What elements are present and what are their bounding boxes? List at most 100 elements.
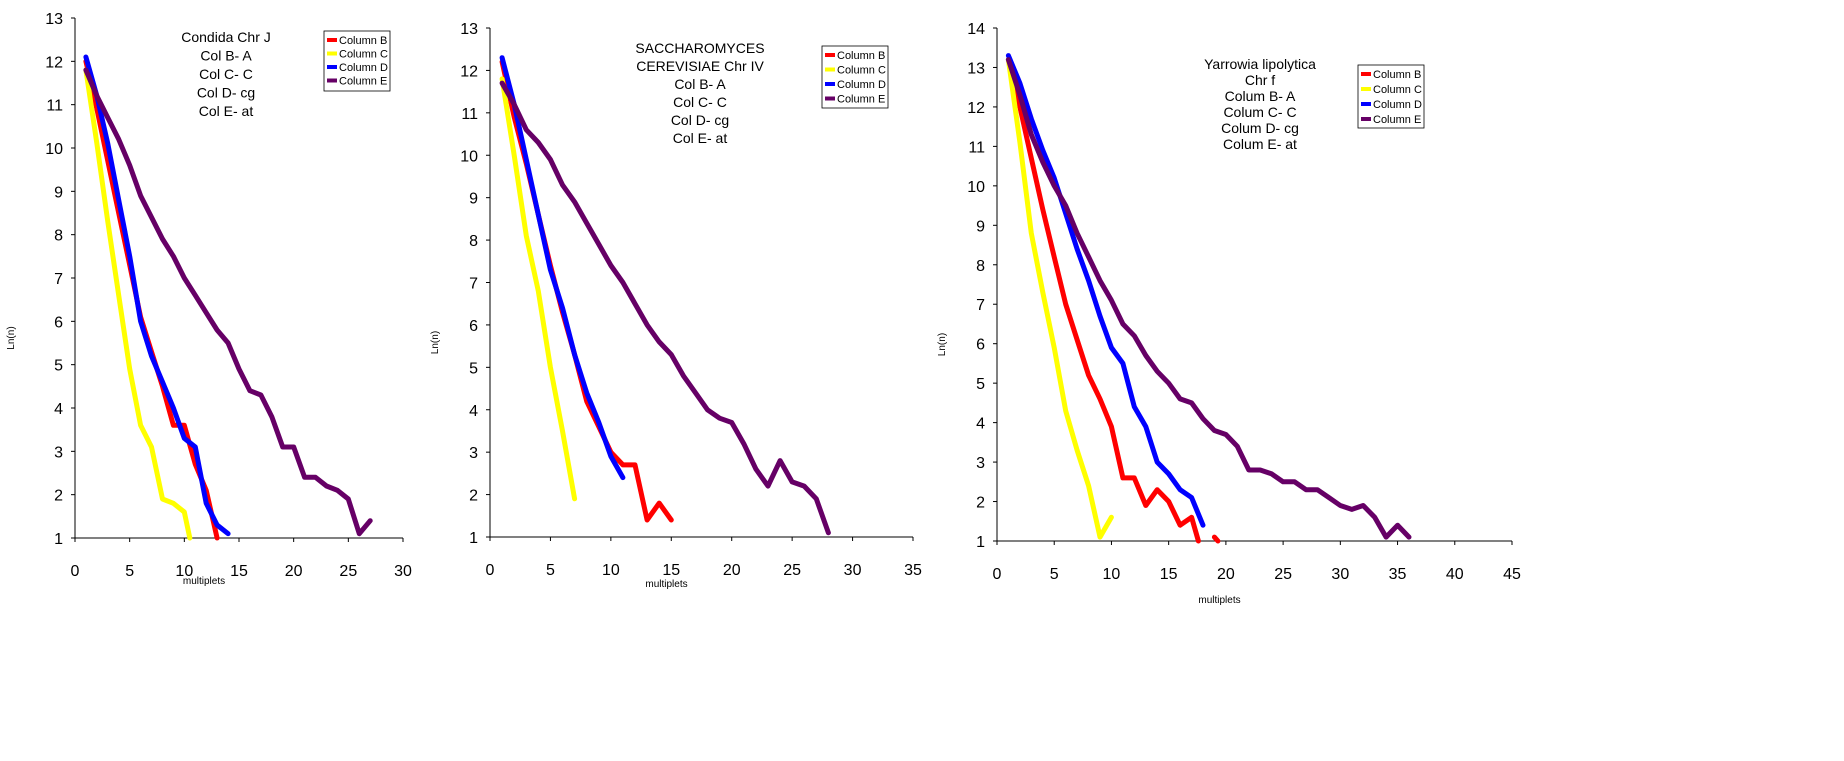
legend-label: Column D	[1373, 99, 1422, 111]
x-tick-label: 10	[1103, 566, 1121, 583]
x-tick-label: 30	[394, 563, 412, 580]
x-tick-label: 15	[662, 562, 680, 579]
x-tick-label: 15	[1160, 566, 1178, 583]
y-tick-label: 13	[460, 21, 478, 38]
y-tick-label: 3	[469, 445, 478, 462]
y-tick-label: 12	[967, 100, 985, 117]
y-tick-label: 9	[54, 184, 63, 201]
y-tick-label: 12	[460, 63, 478, 80]
chart-title-line: Col D- cg	[197, 85, 255, 101]
x-tick-label: 0	[71, 563, 80, 580]
y-tick-label: 2	[469, 488, 478, 505]
series-line-column-d	[499, 55, 626, 481]
legend-label: Column C	[1373, 84, 1422, 96]
y-tick-label: 6	[976, 337, 985, 354]
y-tick-label: 11	[461, 106, 478, 123]
series-line-column-e	[83, 67, 373, 537]
series-line-column-d	[1005, 53, 1206, 528]
x-tick-label: 35	[1389, 566, 1407, 583]
chart-title-line: Condida Chr J	[181, 29, 271, 45]
chart-title-line: Colum B- A	[1225, 88, 1296, 104]
x-tick-label: 20	[1217, 566, 1235, 583]
chart-title-line: Col B- A	[200, 48, 252, 64]
legend-label: Column B	[339, 35, 387, 47]
y-tick-label: 6	[469, 318, 478, 335]
y-tick-label: 7	[469, 276, 478, 293]
y-tick-label: 8	[54, 228, 63, 245]
x-tick-label: 30	[1331, 566, 1349, 583]
y-tick-label: 2	[54, 488, 63, 505]
y-tick-label: 7	[976, 297, 985, 314]
y-tick-label: 9	[976, 218, 985, 235]
x-tick-label: 5	[1050, 566, 1059, 583]
chart-title-line: Yarrowia lipolytica	[1204, 56, 1316, 72]
x-tick-label: 35	[904, 562, 922, 579]
y-tick-label: 11	[46, 98, 63, 115]
legend-label: Column E	[1373, 114, 1421, 126]
chart-title-line: Col E- at	[673, 130, 728, 146]
y-tick-label: 10	[967, 179, 985, 196]
chart-title-line: Col C- C	[199, 66, 253, 82]
legend-label: Column B	[837, 50, 885, 62]
x-tick-label: 5	[125, 563, 134, 580]
series-line-column-b-dot	[1211, 534, 1221, 544]
y-axis-label: Ln(n)	[430, 331, 441, 354]
x-axis-label: multiplets	[183, 576, 225, 587]
legend-label: Column D	[339, 62, 388, 74]
x-tick-label: 25	[783, 562, 801, 579]
x-tick-label: 20	[723, 562, 741, 579]
y-axis-label: Ln(n)	[937, 333, 948, 356]
x-tick-label: 40	[1446, 566, 1464, 583]
x-axis-label: multiplets	[645, 579, 687, 590]
y-tick-label: 13	[967, 60, 985, 77]
chart-title-line: SACCHAROMYCES	[635, 40, 764, 56]
chart-title-line: Col B- A	[674, 76, 726, 92]
y-tick-label: 8	[976, 258, 985, 275]
x-axis-label: multiplets	[1198, 595, 1240, 606]
y-tick-label: 6	[54, 314, 63, 331]
x-tick-label: 10	[175, 563, 193, 580]
x-tick-label: 5	[546, 562, 555, 579]
series-line-column-e	[1005, 57, 1412, 540]
legend-label: Column E	[339, 76, 387, 88]
chart-title-line: Colum C- C	[1223, 104, 1296, 120]
x-tick-label: 25	[339, 563, 357, 580]
y-tick-label: 10	[45, 141, 63, 158]
series-line-column-c	[1005, 57, 1114, 540]
y-tick-label: 5	[54, 358, 63, 375]
series-line-column-c	[499, 76, 578, 502]
y-tick-label: 10	[460, 148, 478, 165]
chart-title-line: Col C- C	[673, 94, 727, 110]
legend-label: Column C	[837, 65, 886, 77]
series-line-column-d	[83, 54, 231, 537]
series-line-column-e	[499, 80, 831, 536]
y-tick-label: 5	[976, 376, 985, 393]
x-tick-label: 10	[602, 562, 620, 579]
chart-title-line: CEREVISIAE Chr IV	[636, 58, 764, 74]
y-axis-label: Ln(n)	[6, 326, 17, 349]
y-tick-label: 4	[54, 401, 63, 418]
y-tick-label: 7	[54, 271, 63, 288]
chart-title-line: Chr f	[1245, 72, 1275, 88]
y-tick-label: 5	[469, 360, 478, 377]
y-tick-label: 1	[54, 531, 63, 548]
legend-label: Column C	[339, 49, 388, 61]
series-line-column-c	[83, 67, 193, 541]
x-tick-label: 15	[230, 563, 248, 580]
legend-label: Column E	[837, 94, 885, 106]
y-tick-label: 13	[45, 11, 63, 28]
chart-title-line: Colum E- at	[1223, 136, 1297, 152]
y-tick-label: 1	[976, 534, 985, 551]
y-tick-label: 1	[469, 530, 478, 547]
y-tick-label: 4	[469, 403, 478, 420]
x-tick-label: 0	[486, 562, 495, 579]
x-tick-label: 25	[1274, 566, 1292, 583]
y-tick-label: 3	[54, 444, 63, 461]
legend-label: Column B	[1373, 69, 1421, 81]
x-tick-label: 45	[1503, 566, 1521, 583]
series-line-column-b	[1005, 57, 1201, 544]
